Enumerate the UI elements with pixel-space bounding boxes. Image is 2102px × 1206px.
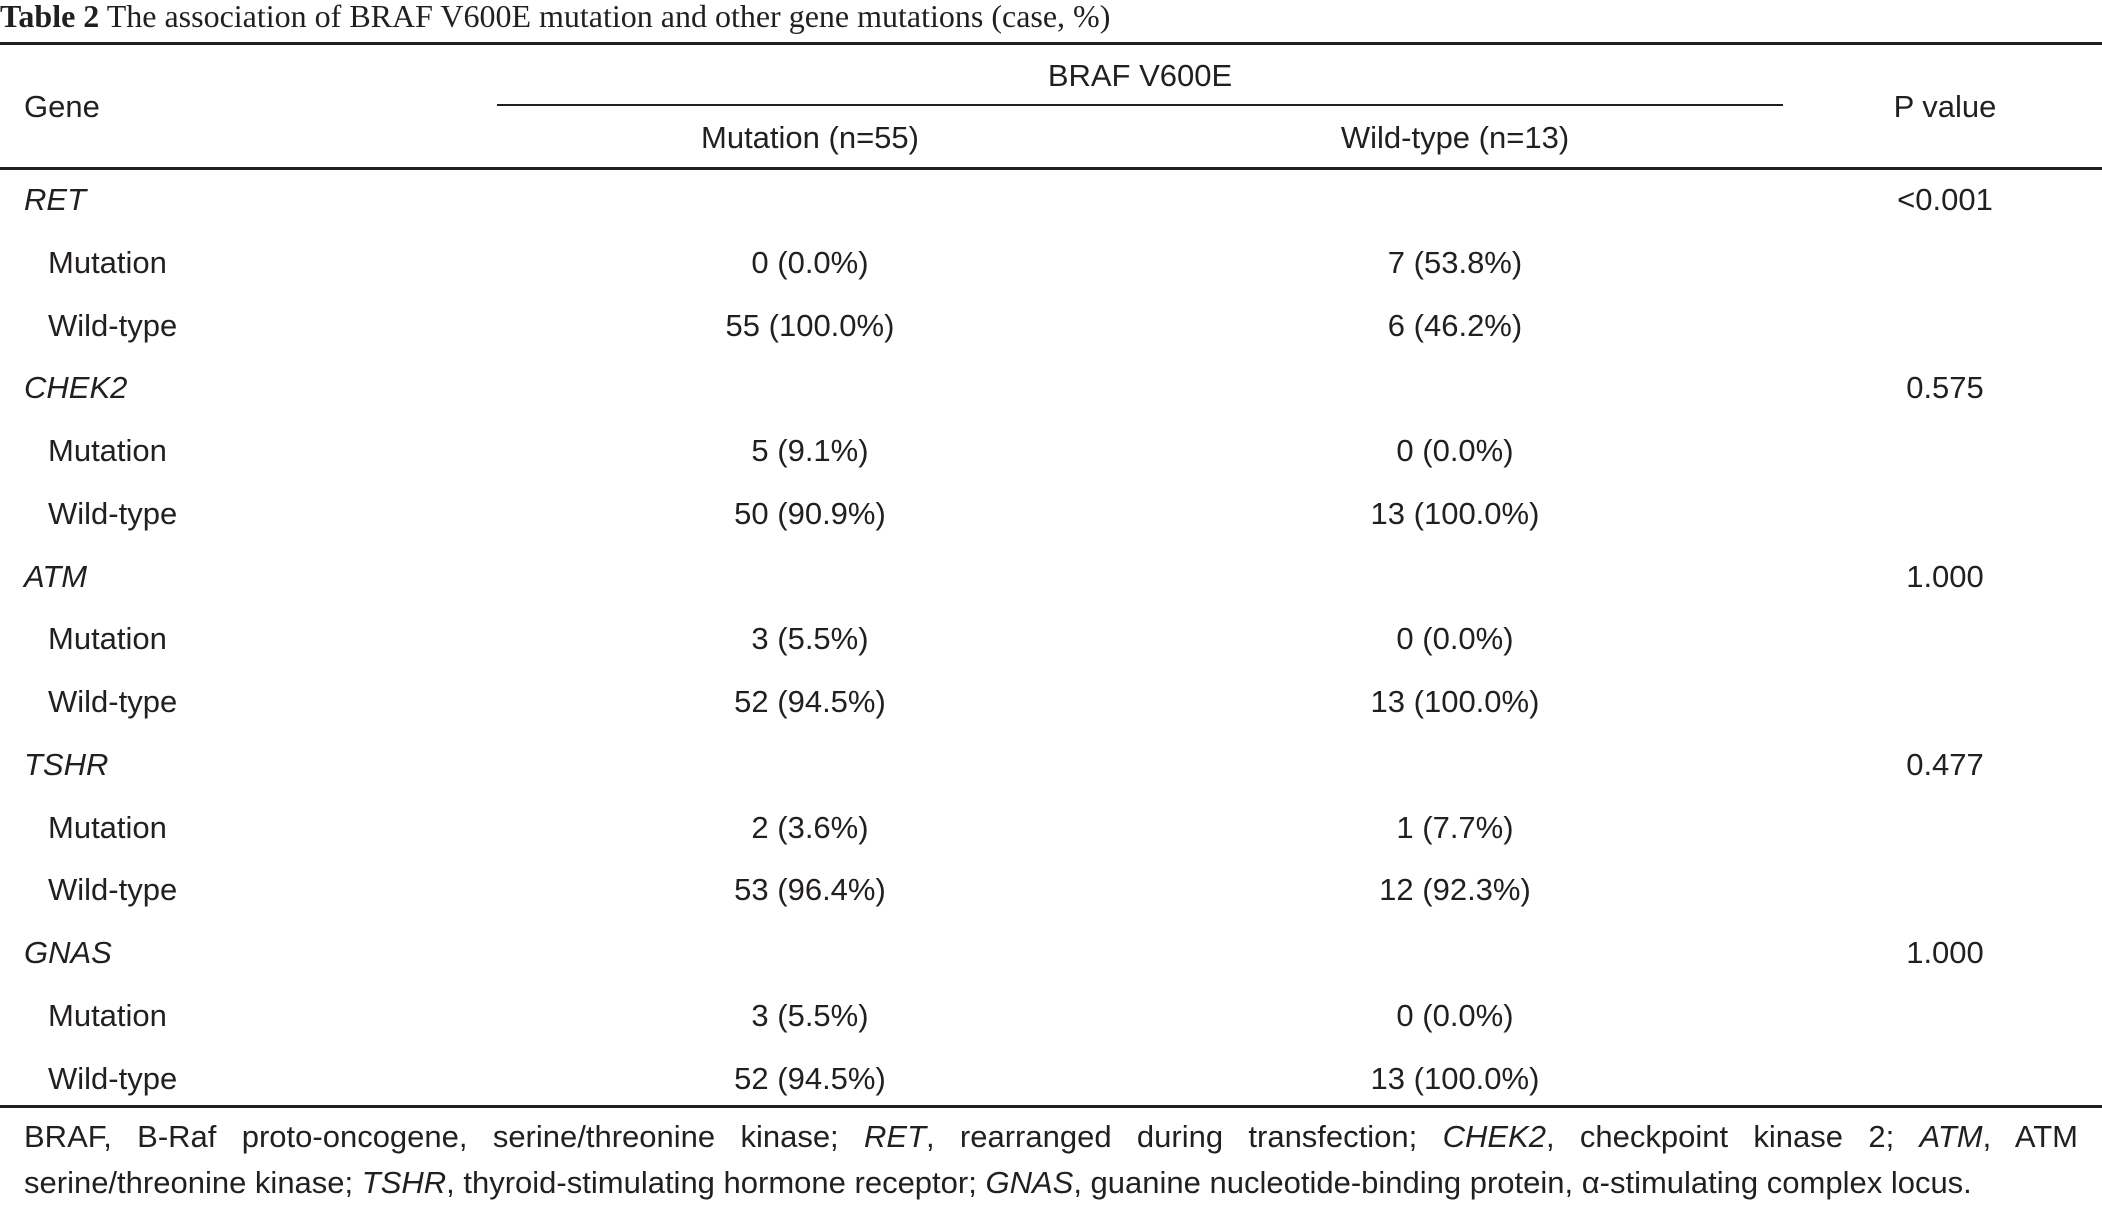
wildtype-value-cell: 12 (92.3%) <box>1379 872 1531 908</box>
row-label-cell: Wild-type <box>48 872 178 908</box>
p-value-cell <box>1845 619 2045 659</box>
p-value-cell: 0.477 <box>1906 746 1984 782</box>
wildtype-value-cell <box>1255 557 1655 597</box>
gene-name-cell: CHEK2 <box>24 370 128 406</box>
mutation-value-cell: 53 (96.4%) <box>734 872 886 908</box>
wildtype-value-cell: 13 (100.0%) <box>1370 684 1540 719</box>
wildtype-value-cell <box>1255 180 1655 220</box>
mutation-value-cell <box>610 180 1010 220</box>
footnote-text: BRAF, B-Raf proto-oncogene, serine/threo… <box>24 1119 864 1154</box>
p-value-cell <box>1845 306 2045 346</box>
row-label-cell: Wild-type <box>48 307 178 343</box>
gene-name-cell: RET <box>24 182 86 217</box>
wildtype-value-cell: 0 (0.0%) <box>1396 997 1514 1033</box>
wildtype-value-cell <box>1255 933 1655 973</box>
wildtype-value-cell: 7 (53.8%) <box>1387 244 1523 280</box>
mutation-value-cell <box>610 557 1010 597</box>
p-value-cell <box>1845 682 2045 722</box>
header-gene: Gene <box>24 89 100 124</box>
row-label-cell: Mutation <box>48 809 167 845</box>
footnote-gene-name: ATM <box>1919 1119 1983 1154</box>
row-label-cell: Mutation <box>48 433 167 468</box>
mutation-value-cell: 52 (94.5%) <box>734 1060 886 1096</box>
row-label-cell: Wild-type <box>48 1060 178 1096</box>
p-value-cell <box>1845 431 2045 471</box>
footnote-text: , ATM <box>1982 1119 2078 1154</box>
gene-name-cell: ATM <box>24 558 88 594</box>
mutation-value-cell: 2 (3.6%) <box>751 809 869 845</box>
header-p-value: P value <box>1893 89 1997 124</box>
header-wildtype: Wild-type (n=13) <box>1340 120 1570 155</box>
p-value-cell <box>1845 494 2045 534</box>
table-title: The association of BRAF V600E mutation a… <box>106 0 1111 34</box>
spanner-rule <box>497 104 1783 106</box>
footnote-text: , rearranged during transfection; <box>926 1119 1443 1154</box>
header-mutation: Mutation (n=55) <box>701 120 919 155</box>
row-label-cell: Mutation <box>48 244 167 280</box>
p-value-cell: 0.575 <box>1906 370 1984 406</box>
p-value-cell: <0.001 <box>1897 182 1993 217</box>
header-braf-group: BRAF V600E <box>1047 58 1233 93</box>
wildtype-value-cell <box>1255 368 1655 408</box>
table-label: Table 2 <box>0 0 100 34</box>
mutation-value-cell: 5 (9.1%) <box>751 433 869 468</box>
mutation-value-cell <box>610 368 1010 408</box>
row-label-cell: Wild-type <box>48 495 178 531</box>
wildtype-value-cell <box>1255 745 1655 785</box>
wildtype-value-cell: 13 (100.0%) <box>1370 1060 1540 1096</box>
mutation-value-cell: 55 (100.0%) <box>725 307 895 343</box>
p-value-cell <box>1845 243 2045 283</box>
mutation-value-cell: 52 (94.5%) <box>734 684 886 719</box>
wildtype-value-cell: 13 (100.0%) <box>1370 495 1540 531</box>
footnote-gene-name: GNAS <box>985 1165 1074 1200</box>
mutation-value-cell: 3 (5.5%) <box>751 997 869 1033</box>
gene-name-cell: TSHR <box>24 746 109 782</box>
mutation-value-cell: 0 (0.0%) <box>751 244 869 280</box>
table-footnote: BRAF, B-Raf proto-oncogene, serine/threo… <box>24 1114 2078 1206</box>
footnote-text: , checkpoint kinase 2; <box>1545 1119 1920 1154</box>
table-caption: Table 2 The association of BRAF V600E mu… <box>0 0 1110 38</box>
wildtype-value-cell: 0 (0.0%) <box>1396 433 1514 468</box>
footnote-text: , guanine nucleotide-binding protein, α-… <box>1073 1165 1972 1200</box>
footnote-gene-name: CHEK2 <box>1442 1119 1546 1154</box>
mutation-value-cell <box>610 933 1010 973</box>
wildtype-value-cell: 1 (7.7%) <box>1396 809 1514 845</box>
footnote-line-1: BRAF, B-Raf proto-oncogene, serine/threo… <box>24 1114 2078 1160</box>
p-value-cell <box>1845 996 2045 1036</box>
footnote-text: serine/threonine kinase; <box>24 1165 362 1200</box>
footnote-text: , thyroid-stimulating hormone receptor; <box>446 1165 986 1200</box>
footnote-gene-name: RET <box>864 1119 926 1154</box>
p-value-cell <box>1845 808 2045 848</box>
row-label-cell: Mutation <box>48 621 167 657</box>
p-value-cell <box>1845 1059 2045 1099</box>
mutation-value-cell: 3 (5.5%) <box>751 621 869 657</box>
mutation-value-cell: 50 (90.9%) <box>734 495 886 531</box>
wildtype-value-cell: 0 (0.0%) <box>1396 621 1514 657</box>
p-value-cell: 1.000 <box>1906 935 1984 970</box>
wildtype-value-cell: 6 (46.2%) <box>1387 307 1523 343</box>
header-rule <box>0 167 2102 170</box>
p-value-cell: 1.000 <box>1906 558 1984 594</box>
mutation-value-cell <box>610 745 1010 785</box>
top-rule <box>0 42 2102 45</box>
row-label-cell: Wild-type <box>48 684 178 719</box>
gene-name-cell: GNAS <box>24 935 112 970</box>
row-label-cell: Mutation <box>48 997 167 1033</box>
bottom-rule <box>0 1105 2102 1108</box>
footnote-line-2: serine/threonine kinase; TSHR, thyroid-s… <box>24 1160 2078 1206</box>
p-value-cell <box>1845 870 2045 910</box>
footnote-gene-name: TSHR <box>361 1165 447 1200</box>
